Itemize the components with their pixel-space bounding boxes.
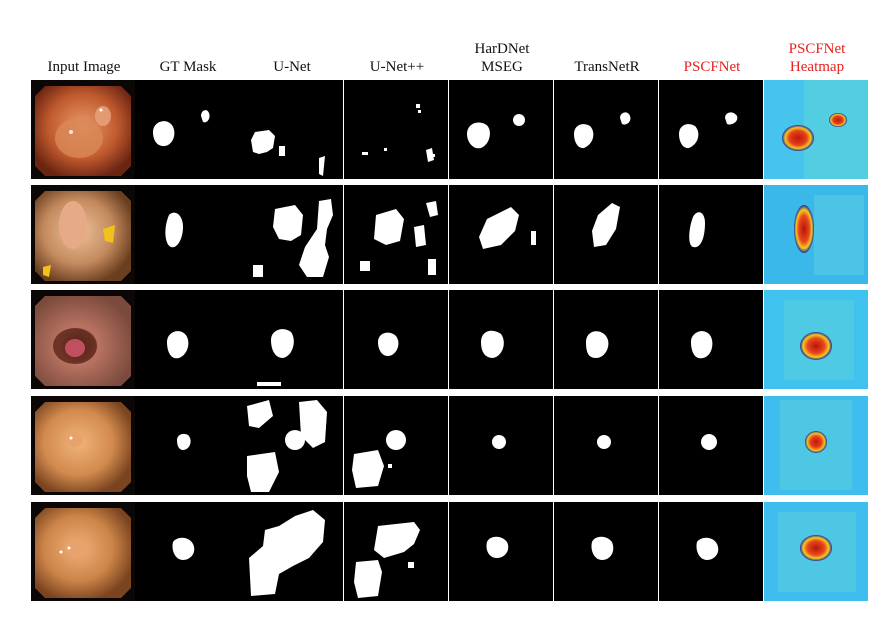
pscfnet-mask-row-1 xyxy=(659,80,763,179)
header-hardnet-mseg: HarDNet MSEG xyxy=(450,30,554,76)
input-image-row-4 xyxy=(31,396,135,495)
header-pscfnet: PSCFNet xyxy=(660,30,764,76)
header-gt-mask: GT Mask xyxy=(136,30,240,76)
header-line: U-Net xyxy=(273,59,311,75)
pscfnet-mask-row-2 xyxy=(659,185,763,284)
gt-mask-row-2 xyxy=(135,185,239,284)
transnetr-mask-row-2 xyxy=(554,185,658,284)
gt-mask-row-3 xyxy=(135,290,239,389)
unetpp-mask-row-1 xyxy=(344,80,448,179)
header-transnetr: TransNetR xyxy=(555,30,659,76)
input-image-row-2 xyxy=(31,185,135,284)
gt-mask-row-1 xyxy=(135,80,239,179)
transnetr-mask-row-1 xyxy=(554,80,658,179)
input-image-row-5 xyxy=(31,502,135,601)
unet-mask-row-3 xyxy=(239,290,343,389)
hardnet-mask-row-5 xyxy=(449,502,553,601)
header-line: GT Mask xyxy=(159,59,217,75)
pscfnet-mask-row-3 xyxy=(659,290,763,389)
unet-mask-row-5 xyxy=(239,502,343,601)
input-image-row-1 xyxy=(31,80,135,179)
hardnet-mask-row-3 xyxy=(449,290,553,389)
header-line-2: MSEG xyxy=(481,59,523,75)
header-line-1: PSCFNet xyxy=(788,41,846,57)
header-line: Input Image xyxy=(47,59,121,75)
gt-mask-row-5 xyxy=(135,502,239,601)
pscfnet-heatmap-row-5 xyxy=(764,502,868,601)
unetpp-mask-row-5 xyxy=(344,502,448,601)
pscfnet-heatmap-row-1 xyxy=(764,80,868,179)
header-line: U-Net++ xyxy=(369,59,425,75)
pscfnet-heatmap-row-2 xyxy=(764,185,868,284)
pscfnet-mask-row-5 xyxy=(659,502,763,601)
unetpp-mask-row-3 xyxy=(344,290,448,389)
header-line: TransNetR xyxy=(574,59,640,75)
header-unetpp: U-Net++ xyxy=(345,30,449,76)
header-line-2: Heatmap xyxy=(789,59,845,75)
header-line: PSCFNet xyxy=(683,59,741,75)
unetpp-mask-row-4 xyxy=(344,396,448,495)
pscfnet-heatmap-row-4 xyxy=(764,396,868,495)
hardnet-mask-row-2 xyxy=(449,185,553,284)
unet-mask-row-2 xyxy=(239,185,343,284)
pscfnet-heatmap-row-3 xyxy=(764,290,868,389)
unet-mask-row-4 xyxy=(239,396,343,495)
input-image-row-3 xyxy=(31,290,135,389)
header-line-1: HarDNet xyxy=(474,41,530,57)
unet-mask-row-1 xyxy=(239,80,343,179)
hardnet-mask-row-4 xyxy=(449,396,553,495)
pscfnet-mask-row-4 xyxy=(659,396,763,495)
unetpp-mask-row-2 xyxy=(344,185,448,284)
hardnet-mask-row-1 xyxy=(449,80,553,179)
header-pscfnet-heatmap: PSCFNet Heatmap xyxy=(765,30,869,76)
header-input-image: Input Image xyxy=(32,30,136,76)
gt-mask-row-4 xyxy=(135,396,239,495)
transnetr-mask-row-4 xyxy=(554,396,658,495)
transnetr-mask-row-5 xyxy=(554,502,658,601)
header-unet: U-Net xyxy=(240,30,344,76)
transnetr-mask-row-3 xyxy=(554,290,658,389)
